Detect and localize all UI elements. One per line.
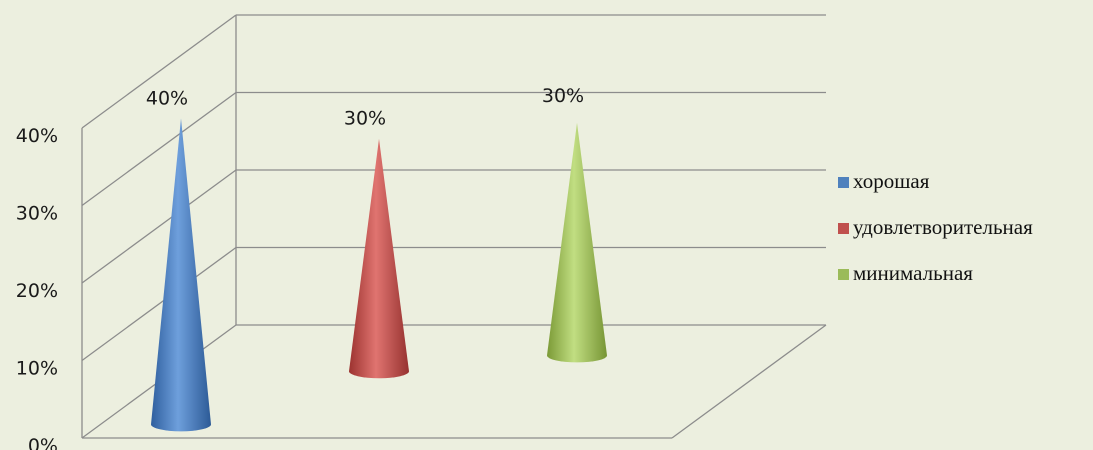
cone-bar-3 <box>547 122 607 363</box>
side-gridline <box>81 14 237 129</box>
side-gridline <box>81 169 237 284</box>
side-gridline <box>81 246 237 362</box>
legend-swatch <box>838 269 849 280</box>
legend-label: удовлетворительная <box>853 215 1033 239</box>
legend-label: хорошая <box>853 169 930 193</box>
data-label: 30% <box>344 108 386 130</box>
y-tick-label: 10% <box>16 358 58 380</box>
y-tick-label: 30% <box>16 203 58 225</box>
cone-bar-2 <box>349 138 409 379</box>
data-label: 30% <box>542 85 584 107</box>
side-gridline <box>81 91 237 207</box>
y-tick-label: 20% <box>16 280 58 302</box>
legend-label: минимальная <box>853 261 973 285</box>
legend-swatch <box>838 223 849 234</box>
legend-swatch <box>838 177 849 188</box>
data-label: 40% <box>146 87 188 109</box>
y-tick-label: 0% <box>28 435 58 450</box>
floor-right-edge <box>671 324 827 439</box>
y-tick-label: 40% <box>16 125 58 147</box>
cone-bar-1 <box>151 118 211 432</box>
